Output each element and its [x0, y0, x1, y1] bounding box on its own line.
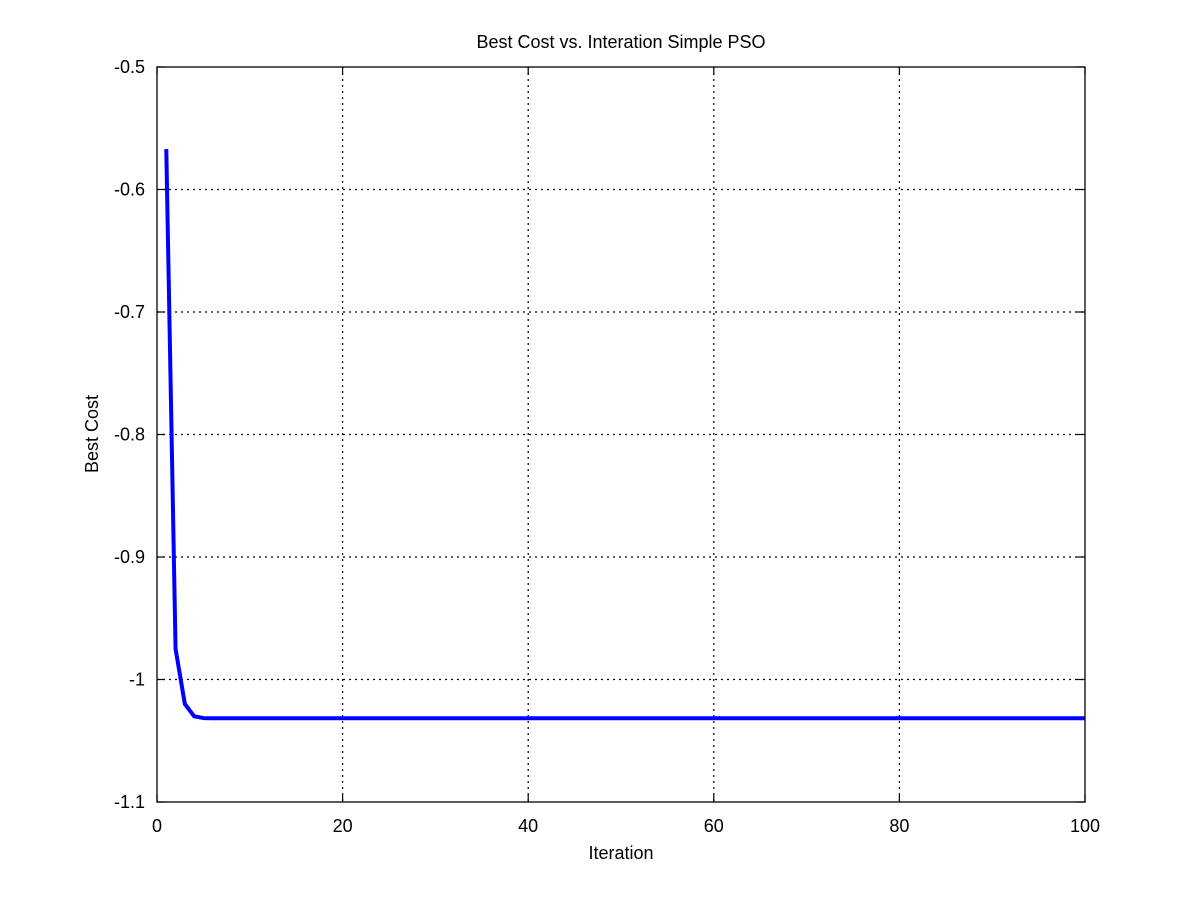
series-layer	[164, 149, 1085, 721]
chart-title: Best Cost vs. Interation Simple PSO	[476, 32, 765, 52]
x-tick-label: 60	[704, 816, 724, 836]
y-tick-label: -0.6	[114, 180, 145, 200]
x-tick-label: 80	[889, 816, 909, 836]
x-tick-label: 100	[1070, 816, 1100, 836]
x-tick-label: 20	[333, 816, 353, 836]
x-tick-label: 40	[518, 816, 538, 836]
ticks: 0 20 40 60 80 100 -1.1 -1 -0.9 -0.8 -0.7 -0.6 -0.5	[114, 57, 1100, 836]
grid	[157, 67, 1085, 802]
y-tick-label: -0.7	[114, 302, 145, 322]
y-axis-label: Best Cost	[82, 395, 102, 473]
x-tick-label: 0	[152, 816, 162, 836]
y-tick-label: -0.8	[114, 425, 145, 445]
x-axis-label: Iteration	[588, 843, 653, 863]
series-line	[164, 149, 1085, 721]
y-tick-label: -0.9	[114, 547, 145, 567]
y-tick-label: -1.1	[114, 792, 145, 812]
y-tick-label: -0.5	[114, 57, 145, 77]
y-tick-label: -1	[129, 670, 145, 690]
